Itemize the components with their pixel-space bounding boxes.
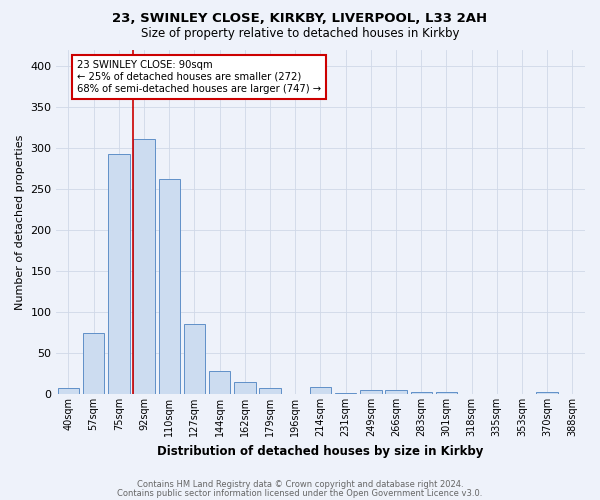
Bar — [209, 371, 230, 394]
Bar — [158, 180, 180, 394]
Bar — [58, 388, 79, 394]
Bar — [184, 324, 205, 394]
X-axis label: Distribution of detached houses by size in Kirkby: Distribution of detached houses by size … — [157, 444, 484, 458]
Text: Contains public sector information licensed under the Open Government Licence v3: Contains public sector information licen… — [118, 488, 482, 498]
Bar — [310, 388, 331, 394]
Bar — [360, 390, 382, 394]
Bar — [410, 392, 432, 394]
Text: Contains HM Land Registry data © Crown copyright and database right 2024.: Contains HM Land Registry data © Crown c… — [137, 480, 463, 489]
Text: 23, SWINLEY CLOSE, KIRKBY, LIVERPOOL, L33 2AH: 23, SWINLEY CLOSE, KIRKBY, LIVERPOOL, L3… — [112, 12, 488, 26]
Bar — [436, 392, 457, 394]
Bar — [234, 382, 256, 394]
Bar — [385, 390, 407, 394]
Y-axis label: Number of detached properties: Number of detached properties — [15, 134, 25, 310]
Bar — [83, 332, 104, 394]
Bar — [536, 392, 558, 394]
Text: Size of property relative to detached houses in Kirkby: Size of property relative to detached ho… — [141, 28, 459, 40]
Text: 23 SWINLEY CLOSE: 90sqm
← 25% of detached houses are smaller (272)
68% of semi-d: 23 SWINLEY CLOSE: 90sqm ← 25% of detache… — [77, 60, 321, 94]
Bar — [108, 154, 130, 394]
Bar — [133, 140, 155, 394]
Bar — [259, 388, 281, 394]
Bar — [335, 393, 356, 394]
